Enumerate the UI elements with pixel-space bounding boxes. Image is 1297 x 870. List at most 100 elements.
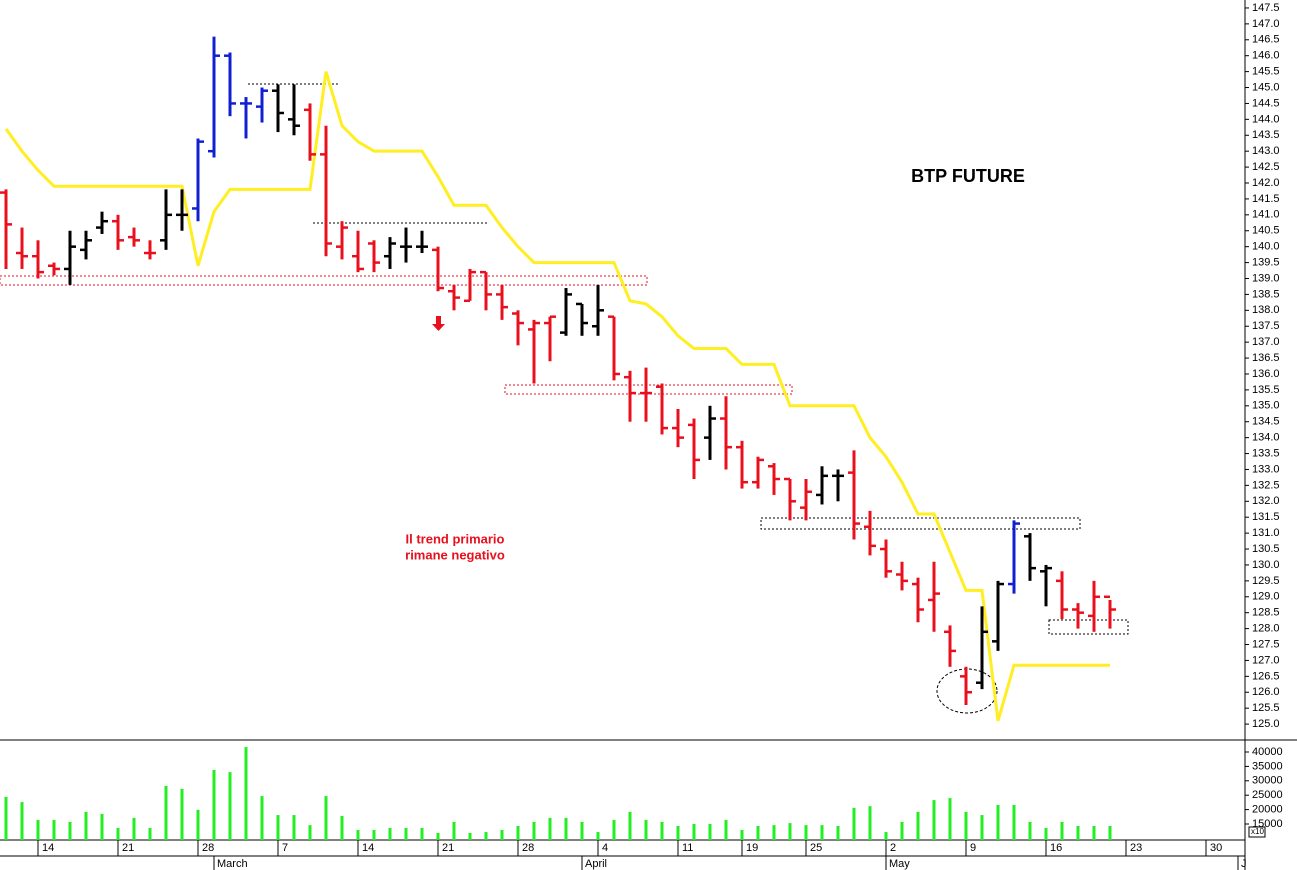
- volume-bar: [100, 813, 104, 840]
- volume-bar: [980, 815, 984, 840]
- volume-bar: [292, 815, 296, 840]
- volume-bar: [36, 819, 40, 840]
- volume-bar: [516, 826, 520, 840]
- y-tick-label: 127.5: [1252, 638, 1280, 650]
- y-tick-label: 129.5: [1252, 575, 1280, 587]
- volume-bar: [948, 798, 952, 840]
- x-tick-label: 25: [810, 842, 822, 854]
- y-tick-label: 139.0: [1252, 272, 1280, 284]
- x-tick-label: 9: [970, 842, 976, 854]
- y-tick-label: 126.0: [1252, 686, 1280, 698]
- y-tick-label: 143.5: [1252, 129, 1280, 141]
- annotation: Il trend primario: [406, 531, 505, 546]
- y-tick-label: 128.5: [1252, 607, 1280, 619]
- volume-bar: [1092, 826, 1096, 840]
- x-tick-label: 19: [746, 842, 758, 854]
- volume-bar: [420, 828, 424, 840]
- x-tick-label: 23: [1130, 842, 1142, 854]
- x-tick-label: 7: [282, 842, 288, 854]
- y-tick-label: 138.0: [1252, 304, 1280, 316]
- volume-bar: [916, 811, 920, 840]
- y-tick-label: 145.0: [1252, 81, 1280, 93]
- y-tick-label: 140.5: [1252, 225, 1280, 237]
- volume-bar: [324, 796, 328, 840]
- y-tick-label: 144.0: [1252, 113, 1280, 125]
- volume-bar: [596, 832, 600, 840]
- y-tick-label: 25000: [1252, 789, 1283, 801]
- down-arrow: [432, 316, 445, 331]
- volume-bar: [724, 819, 728, 840]
- volume-bar: [20, 802, 24, 840]
- volume-bar: [932, 800, 936, 840]
- volume-bar: [308, 825, 312, 840]
- overlay-line: [4, 71, 1110, 722]
- x-tick-label: 28: [202, 842, 214, 854]
- volume-bar: [196, 809, 200, 840]
- multiplier-label: x10: [1251, 827, 1264, 836]
- y-tick-label: 146.5: [1252, 34, 1280, 46]
- y-tick-label: 137.5: [1252, 320, 1280, 332]
- volume-bar: [484, 832, 488, 840]
- volume-bar: [644, 819, 648, 840]
- y-tick-label: 40000: [1252, 746, 1283, 758]
- y-tick-label: 136.0: [1252, 368, 1280, 380]
- y-tick-label: 147.0: [1252, 18, 1280, 30]
- volume-bar: [356, 830, 360, 840]
- volume-bar: [84, 811, 88, 840]
- volume-bar: [1012, 804, 1016, 840]
- volume-bar: [580, 821, 584, 840]
- volume-bar: [1028, 821, 1032, 840]
- volume-bar: [804, 825, 808, 840]
- volume-bar: [52, 819, 56, 840]
- y-tick-label: 30000: [1252, 775, 1283, 787]
- volume-bar: [820, 825, 824, 840]
- y-tick-label: 132.5: [1252, 479, 1280, 491]
- y-tick-label: 131.5: [1252, 511, 1280, 523]
- y-tick-label: 127.0: [1252, 654, 1280, 666]
- y-tick-label: 130.0: [1252, 559, 1280, 571]
- y-tick-label: 135.5: [1252, 384, 1280, 396]
- y-tick-label: 133.0: [1252, 463, 1280, 475]
- chart-title: BTP FUTURE: [911, 166, 1025, 186]
- x-tick-label: 30: [1210, 842, 1222, 854]
- y-tick-label: 140.0: [1252, 241, 1280, 253]
- y-tick-label: 145.5: [1252, 66, 1280, 78]
- y-tick-label: 143.0: [1252, 145, 1280, 157]
- y-tick-label: 136.5: [1252, 352, 1280, 364]
- y-tick-label: 126.5: [1252, 670, 1280, 682]
- y-tick-label: 15000: [1252, 818, 1283, 830]
- x-tick-label: 21: [122, 842, 134, 854]
- y-tick-label: 133.5: [1252, 447, 1280, 459]
- volume-bar: [740, 830, 744, 840]
- volume-bar: [692, 823, 696, 840]
- level-box: [760, 517, 1081, 530]
- multiplier-box: [1248, 826, 1266, 838]
- volume-bar: [372, 830, 376, 840]
- volume-bar: [612, 819, 616, 840]
- y-tick-label: 130.5: [1252, 543, 1280, 555]
- volume-bar: [628, 811, 632, 840]
- x-tick-label: 14: [42, 842, 54, 854]
- y-tick-label: 146.0: [1252, 50, 1280, 62]
- volume-bar: [884, 832, 888, 840]
- x-tick-label: 4: [602, 842, 608, 854]
- volume-bar: [772, 825, 776, 840]
- volume-bar: [260, 796, 264, 840]
- y-tick-label: 141.0: [1252, 209, 1280, 221]
- x-tick-label: 16: [1050, 842, 1062, 854]
- annotation: rimane negativo: [405, 547, 505, 562]
- volume-bar: [1060, 821, 1064, 840]
- y-tick-label: 128.0: [1252, 623, 1280, 635]
- volume-bar: [452, 821, 456, 840]
- y-tick-label: 134.5: [1252, 416, 1280, 428]
- x-tick-label: 2: [890, 842, 896, 854]
- volume-bar: [1044, 828, 1048, 840]
- y-tick-label: 20000: [1252, 804, 1283, 816]
- y-tick-label: 138.5: [1252, 288, 1280, 300]
- y-tick-label: 142.0: [1252, 177, 1280, 189]
- volume-bar: [404, 828, 408, 840]
- volume-bar: [532, 821, 536, 840]
- x-tick-label: 14: [362, 842, 374, 854]
